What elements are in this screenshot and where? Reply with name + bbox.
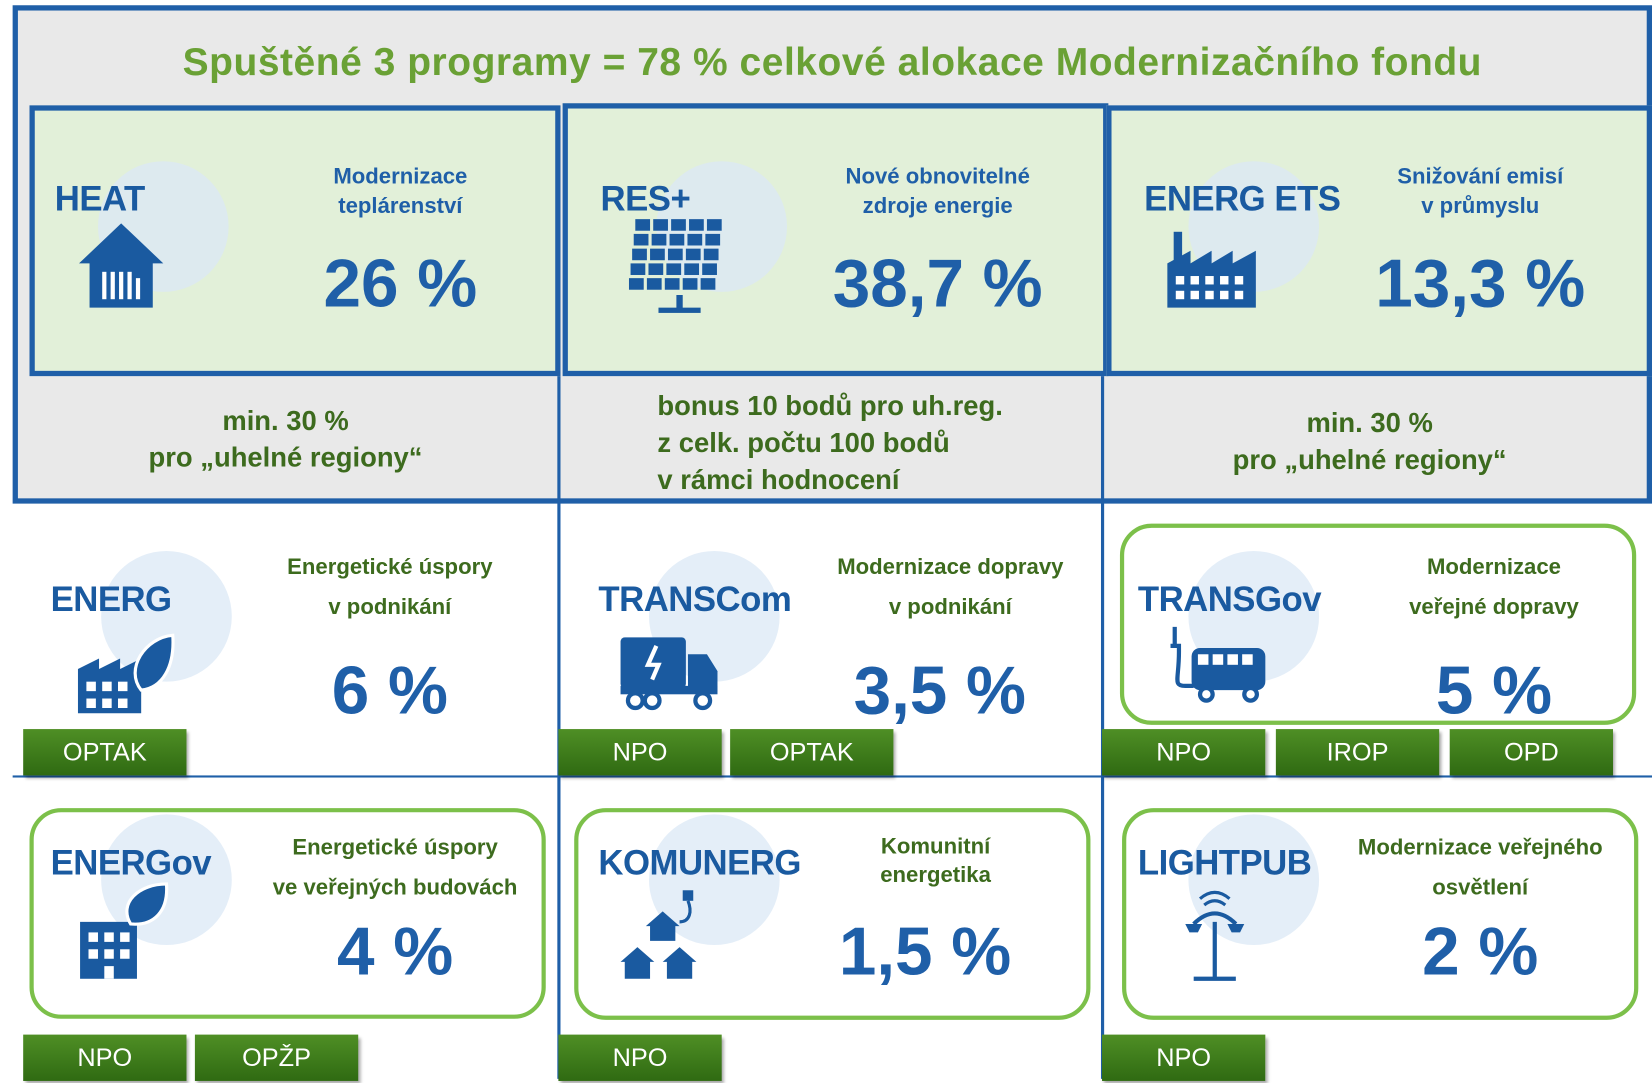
program-desc: Energetické úspory (287, 555, 493, 580)
program-share: 3,5 % (853, 652, 1026, 729)
divider (1100, 376, 1105, 1079)
program-desc: v průmyslu (1421, 193, 1540, 219)
icon (620, 551, 780, 711)
program-desc: v podnikání (328, 595, 452, 620)
program-share: 5 % (1435, 652, 1553, 729)
program-note: min. 30 % (1306, 406, 1433, 439)
program-name: RES+ (600, 179, 691, 219)
program-note: pro „uhelné regiony“ (148, 441, 423, 474)
program-name: LIGHTPUB (1137, 842, 1312, 882)
frame (574, 808, 1091, 1020)
program-name: TRANSCom (598, 579, 792, 619)
program-name: HEAT (54, 179, 145, 219)
program-desc: Nové obnovitelné (845, 164, 1030, 189)
frame (29, 808, 546, 1019)
program-note: min. 30 % (222, 404, 349, 437)
program-desc: Modernizace (333, 164, 468, 189)
title: Spuštěné 3 programy = 78 % celkové aloka… (182, 40, 1483, 84)
program-desc: ve veřejných budovách (272, 875, 518, 900)
icon (80, 814, 232, 979)
program-desc: osvětlení (1432, 875, 1529, 900)
program-note: pro „uhelné regiony“ (1232, 443, 1507, 476)
program-note: z celk. počtu 100 bodů (657, 426, 950, 459)
program-tag: NPO (1102, 1034, 1266, 1081)
icon (620, 814, 780, 979)
icon (77, 551, 232, 714)
program-share: 2 % (1422, 913, 1539, 990)
program-share: 38,7 % (832, 245, 1043, 322)
program-desc: v podnikání (888, 595, 1012, 620)
program-desc: Modernizace veřejného (1357, 835, 1603, 860)
program-name: ENERG ETS (1144, 179, 1341, 219)
divider (557, 376, 561, 1079)
program-share: 1,5 % (838, 913, 1012, 990)
program-name: KOMUNERG (598, 842, 801, 882)
icon (1170, 551, 1320, 703)
icon (628, 161, 788, 313)
program-desc: Energetické úspory (292, 835, 498, 860)
program-tag: IROP (1275, 729, 1440, 776)
divider (12, 775, 1652, 778)
program-desc: Snižování emisí (1397, 164, 1564, 189)
icon (1185, 814, 1320, 981)
program-name: TRANSGov (1137, 579, 1322, 619)
program-share: 13,3 % (1375, 245, 1586, 322)
program-tag: OPTAK (730, 729, 894, 776)
program-desc: Modernizace dopravy (837, 555, 1064, 580)
program-desc: energetika (880, 862, 991, 888)
program-desc: zdroje energie (862, 193, 1013, 219)
program-name: ENERG (50, 579, 173, 619)
program-desc: Komunitní (880, 834, 991, 859)
program-tag: NPO (23, 1034, 187, 1081)
program-desc: teplárenství (338, 193, 463, 219)
program-tag: OPŽP (194, 1034, 359, 1081)
program-desc: veřejné dopravy (1409, 595, 1579, 620)
program-tag: OPTAK (23, 729, 187, 776)
program-name: ENERGov (50, 842, 212, 882)
frame (1122, 808, 1639, 1020)
program-note: v rámci hodnocení (657, 463, 900, 496)
program-tag: NPO (558, 1034, 722, 1081)
program-share: 26 % (323, 245, 478, 322)
program-share: 4 % (336, 913, 454, 990)
program-tag: OPD (1449, 729, 1614, 776)
icon (1167, 161, 1320, 308)
program-desc: Modernizace (1426, 555, 1561, 580)
program-share: 6 % (331, 652, 448, 729)
icon (79, 161, 229, 308)
program-tag: NPO (558, 729, 722, 776)
frame (1119, 523, 1637, 725)
program-note: bonus 10 bodů pro uh.reg. (657, 389, 1003, 422)
program-tag: NPO (1102, 729, 1266, 776)
